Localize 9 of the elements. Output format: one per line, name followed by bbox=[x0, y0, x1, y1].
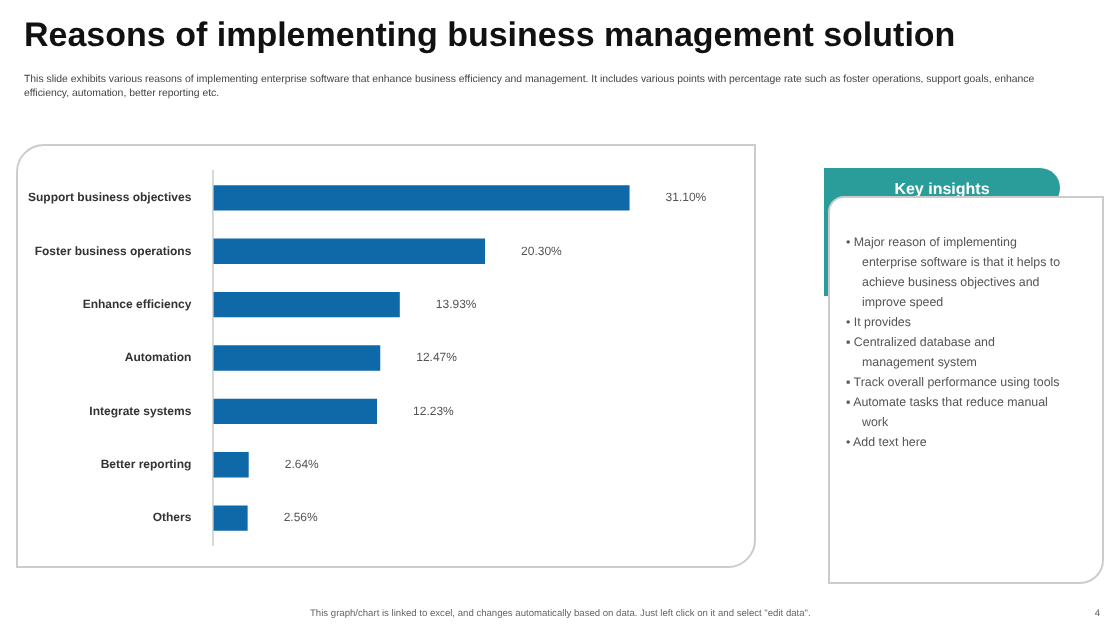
bar bbox=[213, 398, 378, 425]
text: Key insights bbox=[824, 168, 1060, 208]
bar bbox=[213, 238, 486, 264]
bar bbox=[213, 185, 630, 211]
chart-title: Reasons of implementing business management solution bbox=[24, 16, 956, 56]
bar bbox=[213, 452, 249, 478]
bar bbox=[213, 505, 248, 531]
bar bbox=[213, 291, 400, 318]
bar bbox=[213, 345, 381, 371]
